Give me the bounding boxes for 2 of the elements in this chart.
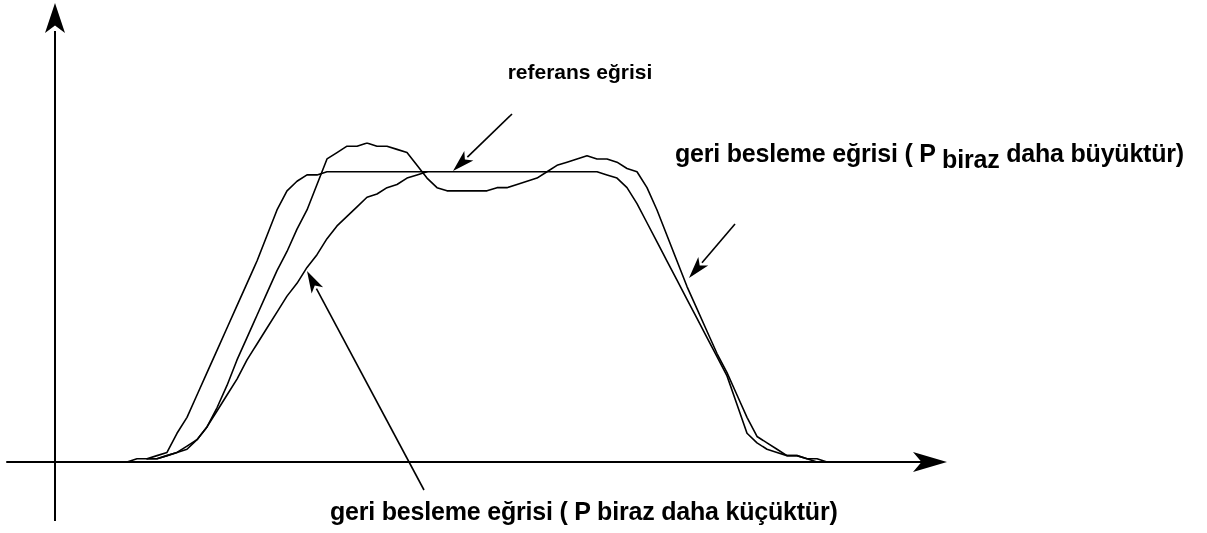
text: geri besleme eğrisi ( P biraz daha küçüktür): [330, 497, 838, 525]
text: referans eğrisi: [507, 60, 653, 84]
